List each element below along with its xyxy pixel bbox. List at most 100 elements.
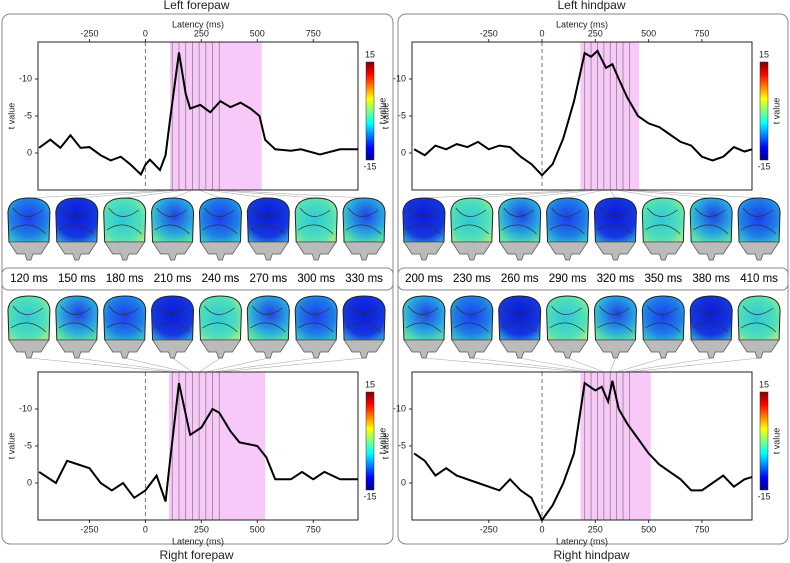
contour — [405, 207, 442, 235]
contour — [297, 305, 334, 333]
latency-label: 380 ms — [692, 273, 730, 285]
latency-label: 210 ms — [154, 273, 192, 285]
connector — [212, 189, 317, 199]
contour — [202, 207, 238, 235]
head-base — [594, 339, 637, 359]
head-base — [738, 241, 780, 261]
topomap — [593, 295, 637, 341]
topomap — [546, 295, 590, 341]
latency-label: 410 ms — [740, 273, 778, 285]
topomap — [402, 295, 446, 341]
latency-label: 290 ms — [549, 273, 587, 285]
connector — [124, 357, 186, 373]
colorbar-tick-label: -15 — [757, 491, 770, 501]
plot-frame — [37, 41, 359, 191]
head-base — [690, 241, 732, 261]
connector — [622, 357, 712, 373]
connector — [423, 189, 585, 199]
y-tick-label: 0 — [401, 477, 406, 487]
head-base — [738, 339, 780, 359]
contour — [453, 207, 490, 235]
contour — [202, 305, 238, 333]
connector — [623, 189, 712, 199]
x-tick-label: -250 — [480, 524, 498, 534]
colorbar-label: t value — [377, 428, 387, 455]
contour — [501, 207, 537, 235]
x-tick-label: -250 — [480, 28, 498, 38]
contour — [250, 305, 286, 333]
latency-label: 270 ms — [249, 273, 287, 285]
x-tick-label: 250 — [194, 28, 209, 38]
head-base — [403, 241, 445, 261]
head-base — [151, 241, 194, 261]
latency-label: 230 ms — [453, 273, 491, 285]
contour — [645, 305, 681, 333]
head-base — [451, 241, 493, 261]
x-axis-label: Latency (ms) — [556, 19, 608, 29]
topomap — [689, 295, 733, 341]
label-row — [1, 267, 394, 291]
head-base — [247, 241, 289, 261]
x-tick-label: 750 — [306, 28, 321, 38]
latency-label: 200 ms — [405, 273, 443, 285]
colorbar-tick-label: 15 — [365, 379, 375, 389]
connector — [471, 357, 592, 373]
head-base — [451, 339, 493, 359]
colorbar-tick-label: 15 — [759, 49, 769, 59]
topomap — [737, 197, 781, 243]
panel-title: Left forepaw — [163, 0, 229, 12]
y-axis-label: t value — [380, 103, 390, 130]
head-base — [546, 241, 589, 261]
x-tick-label: 750 — [694, 28, 709, 38]
x-tick-label: 250 — [194, 524, 209, 534]
topomap — [641, 197, 685, 243]
latency-label: 180 ms — [106, 273, 144, 285]
topomap — [641, 295, 685, 341]
connector — [219, 357, 365, 373]
contour — [405, 305, 442, 333]
latency-label: 410 ms — [740, 273, 778, 285]
topomap — [198, 295, 242, 341]
topomap — [498, 197, 542, 243]
connector — [76, 357, 180, 373]
latency-label: 180 ms — [106, 273, 144, 285]
head-base — [199, 339, 242, 359]
latency-label: 290 ms — [549, 273, 587, 285]
x-tick-label: 500 — [250, 28, 265, 38]
connector — [198, 357, 221, 373]
latency-label: 270 ms — [249, 273, 287, 285]
head-base — [594, 241, 637, 261]
contour — [453, 305, 490, 333]
x-tick-label: 0 — [143, 524, 148, 534]
x-axis-label: Latency (ms) — [556, 536, 608, 546]
latency-label: 150 ms — [58, 273, 96, 285]
contour — [345, 305, 382, 333]
y-tick-label: -5 — [24, 440, 32, 450]
y-tick-label: -5 — [398, 440, 406, 450]
contour — [154, 207, 190, 235]
y-axis-label: t value — [6, 103, 16, 130]
label-row — [397, 267, 789, 291]
connector — [205, 357, 269, 373]
head-base — [546, 339, 589, 359]
head-base — [343, 339, 385, 359]
contour — [250, 207, 286, 235]
head-base — [247, 339, 289, 359]
shaded-window — [170, 42, 262, 190]
y-tick-label: -5 — [24, 110, 32, 120]
contour — [692, 305, 729, 333]
connector — [219, 189, 365, 199]
latency-label: 350 ms — [644, 273, 682, 285]
connector — [28, 357, 173, 373]
topomap — [103, 295, 147, 341]
latency-label: 330 ms — [345, 273, 383, 285]
x-tick-label: 500 — [250, 524, 265, 534]
colorbar-label: t value — [771, 98, 781, 125]
latency-label: 230 ms — [453, 273, 491, 285]
contour — [597, 207, 633, 235]
connector — [567, 189, 604, 199]
head-base — [104, 339, 146, 359]
head-base — [8, 241, 50, 261]
y-axis-label: t value — [380, 433, 390, 460]
